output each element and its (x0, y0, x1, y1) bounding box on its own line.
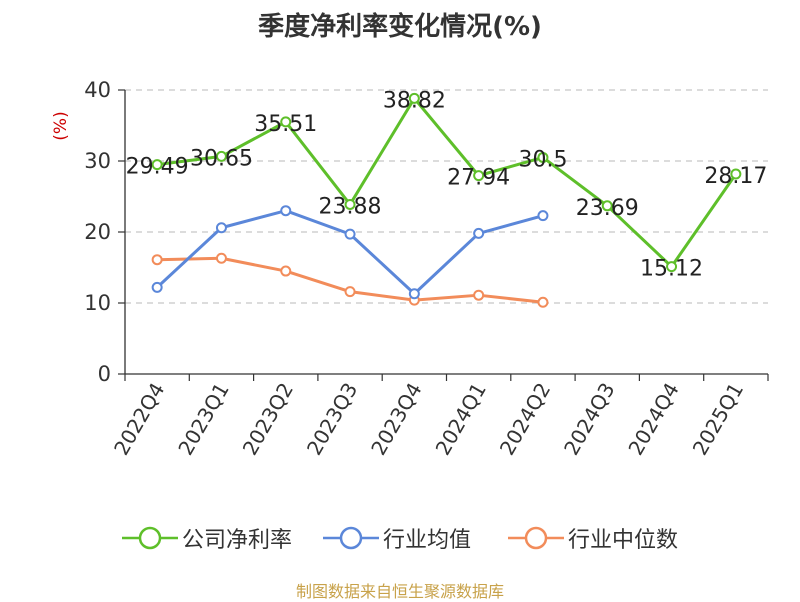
data-point (215, 252, 227, 264)
legend-swatch (508, 526, 564, 550)
series-line (156, 96, 738, 269)
data-point (280, 265, 292, 277)
data-point (215, 150, 227, 162)
legend-item: 公司净利率 (122, 520, 292, 556)
legend-label: 行业均值 (383, 528, 472, 553)
x-tick-label: 2024Q4 (623, 379, 683, 460)
data-point (151, 159, 163, 171)
data-label: 23.88 (319, 194, 382, 219)
data-point (344, 228, 356, 240)
data-label: 29.49 (126, 155, 189, 180)
legend-swatch (323, 526, 379, 550)
data-point (473, 170, 485, 182)
data-label: 35.51 (254, 112, 317, 137)
data-point (537, 296, 549, 308)
x-tick-label: 2024Q1 (431, 379, 491, 460)
data-point (537, 210, 549, 222)
data-label: 23.69 (576, 196, 639, 221)
y-axis-label: (%) (51, 111, 71, 140)
data-point (151, 281, 163, 293)
series-line (156, 209, 544, 296)
data-point (473, 289, 485, 301)
x-tick-label: 2023Q4 (366, 379, 426, 460)
source-note: 制图数据来自恒生聚源数据库 (295, 582, 504, 601)
y-tick-label: 10 (84, 291, 111, 315)
y-tick-label: 0 (98, 362, 111, 386)
x-tick-label: 2023Q1 (173, 379, 233, 460)
data-point (215, 222, 227, 234)
data-label: 15.12 (640, 257, 703, 282)
data-label: 30.65 (190, 146, 253, 171)
y-tick-label: 40 (84, 78, 111, 102)
x-tick-label: 2025Q1 (688, 379, 748, 460)
data-point (280, 205, 292, 217)
data-point (537, 151, 549, 163)
legend-label: 公司净利率 (182, 528, 293, 553)
chart-title: 季度净利率变化情况(%) (258, 12, 542, 42)
data-point (408, 288, 420, 300)
data-label: 28.17 (704, 164, 767, 189)
data-label: 30.5 (518, 147, 567, 172)
y-tick-label: 20 (84, 220, 111, 244)
x-tick-label: 2024Q3 (559, 379, 619, 460)
data-point (151, 254, 163, 266)
data-label: 27.94 (447, 166, 510, 191)
legend-swatch (122, 526, 178, 550)
x-tick-label: 2022Q4 (109, 379, 169, 460)
data-point (344, 286, 356, 298)
data-point (408, 92, 420, 104)
data-label: 38.82 (383, 88, 446, 113)
data-point (666, 261, 678, 273)
legend-item: 行业中位数 (508, 520, 678, 556)
x-tick-label: 2023Q3 (302, 379, 362, 460)
data-point (601, 200, 613, 212)
data-point (473, 227, 485, 239)
data-point (730, 168, 742, 180)
legend-item: 行业均值 (323, 520, 471, 556)
x-tick-label: 2023Q2 (238, 379, 298, 460)
legend-label: 行业中位数 (568, 528, 679, 553)
legend: 公司净利率 行业均值 行业中位数 (0, 520, 800, 556)
data-point (344, 198, 356, 210)
data-point (280, 116, 292, 128)
x-tick-label: 2024Q2 (495, 379, 555, 460)
y-tick-label: 30 (84, 149, 111, 173)
